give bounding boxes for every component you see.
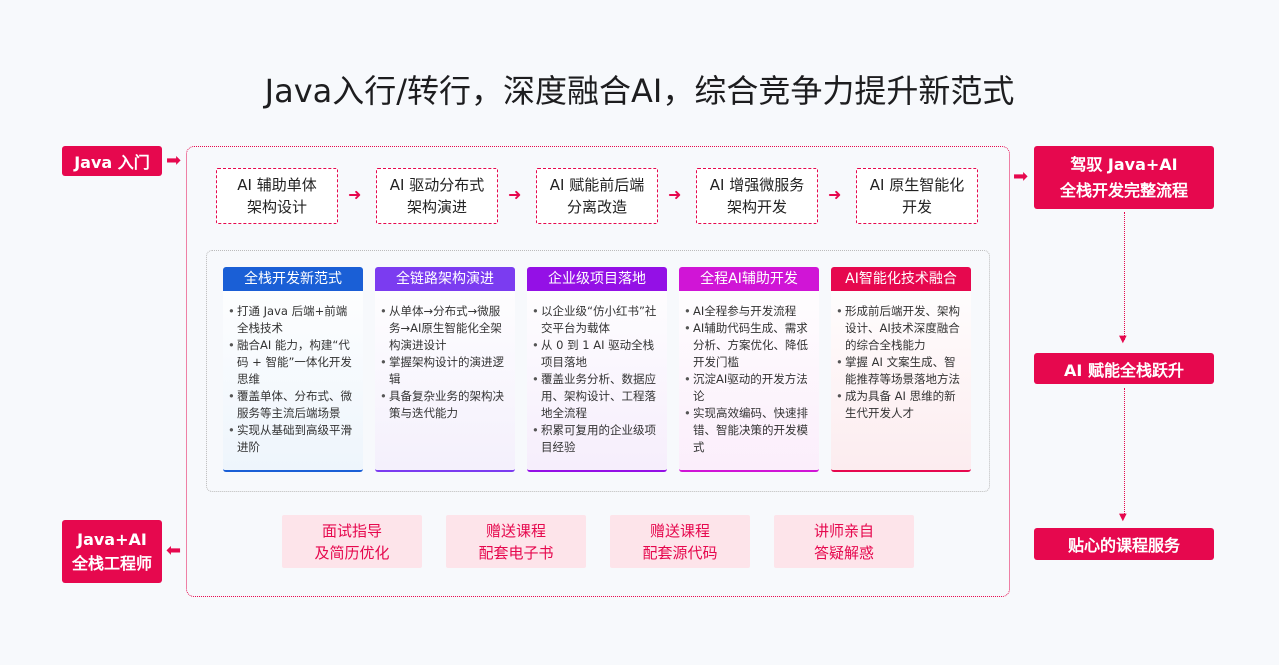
- arrow-right-icon: ➜: [508, 185, 522, 204]
- right-top-label: 驾驭 Java+AI 全栈开发完整流程: [1034, 146, 1214, 209]
- card-item: 实现从基础到高级平滑进阶: [228, 422, 357, 456]
- connector: [1124, 388, 1125, 516]
- connector: [1124, 212, 1125, 340]
- card-item: 积累可复用的企业级项目经验: [532, 422, 661, 456]
- arrow-down-icon: ▼: [1119, 334, 1127, 345]
- card-item: 掌握 AI 文案生成、智能推荐等场景落地方法: [836, 354, 965, 388]
- card-item: 成为具备 AI 思维的新生代开发人才: [836, 388, 965, 422]
- card-title: 全程AI辅助开发: [679, 267, 819, 291]
- feature-card: 全链路架构演进从单体→分布式→微服务→AI原生智能化全架构演进设计掌握架构设计的…: [375, 267, 515, 472]
- card-item: 覆盖业务分析、数据应用、架构设计、工程落地全流程: [532, 371, 661, 422]
- arrow-right-icon: ➜: [668, 185, 682, 204]
- step-box: AI 原生智能化 开发: [856, 168, 978, 224]
- feature-card: 企业级项目落地以企业级“仿小红书”社交平台为载体从 0 到 1 AI 驱动全栈项…: [527, 267, 667, 472]
- arrow-right-icon: ➡: [1013, 166, 1029, 187]
- right-bottom-label: 贴心的课程服务: [1034, 528, 1214, 560]
- right-middle-label: AI 赋能全栈跃升: [1034, 353, 1214, 384]
- card-item: AI全程参与开发流程: [684, 303, 813, 320]
- card-item: 从 0 到 1 AI 驱动全栈项目落地: [532, 337, 661, 371]
- service-box: 赠送课程 配套源代码: [610, 515, 750, 568]
- card-item: 融合AI 能力，构建“代码 + 智能”一体化开发思维: [228, 337, 357, 388]
- end-label: Java+AI 全栈工程师: [62, 520, 162, 583]
- service-box: 赠送课程 配套电子书: [446, 515, 586, 568]
- service-box: 面试指导 及简历优化: [282, 515, 422, 568]
- card-title: 全栈开发新范式: [223, 267, 363, 291]
- arrow-down-icon: ▼: [1119, 512, 1127, 523]
- card-title: 全链路架构演进: [375, 267, 515, 291]
- card-item: 以企业级“仿小红书”社交平台为载体: [532, 303, 661, 337]
- feature-card: AI智能化技术融合形成前后端开发、架构设计、AI技术深度融合的综合全栈能力掌握 …: [831, 267, 971, 472]
- card-item: 覆盖单体、分布式、微服务等主流后端场景: [228, 388, 357, 422]
- step-box: AI 辅助单体 架构设计: [216, 168, 338, 224]
- card-item: 从单体→分布式→微服务→AI原生智能化全架构演进设计: [380, 303, 509, 354]
- arrow-right-icon: ➡: [166, 150, 182, 171]
- feature-card: 全栈开发新范式打通 Java 后端+前端全栈技术融合AI 能力，构建“代码 + …: [223, 267, 363, 472]
- card-title: 企业级项目落地: [527, 267, 667, 291]
- arrow-right-icon: ➜: [348, 185, 362, 204]
- page-title: Java入行/转行，深度融合AI，综合竞争力提升新范式: [264, 72, 1015, 110]
- card-item: 形成前后端开发、架构设计、AI技术深度融合的综合全栈能力: [836, 303, 965, 354]
- arrow-right-icon: ➜: [828, 185, 842, 204]
- step-box: AI 赋能前后端 分离改造: [536, 168, 658, 224]
- card-title: AI智能化技术融合: [831, 267, 971, 291]
- card-item: 具备复杂业务的架构决策与迭代能力: [380, 388, 509, 422]
- card-item: 打通 Java 后端+前端全栈技术: [228, 303, 357, 337]
- card-item: 沉淀AI驱动的开发方法论: [684, 371, 813, 405]
- card-item: 掌握架构设计的演进逻辑: [380, 354, 509, 388]
- outer-frame: [186, 146, 1010, 597]
- inner-frame: [206, 250, 990, 492]
- card-item: 实现高效编码、快速排错、智能决策的开发模式: [684, 405, 813, 456]
- card-item: AI辅助代码生成、需求分析、方案优化、降低开发门槛: [684, 320, 813, 371]
- arrow-left-icon: ⬅: [166, 540, 182, 561]
- start-label: Java 入门: [62, 146, 162, 176]
- feature-card: 全程AI辅助开发 AI全程参与开发流程AI辅助代码生成、需求分析、方案优化、降低开…: [679, 267, 819, 472]
- step-box: AI 增强微服务 架构开发: [696, 168, 818, 224]
- service-box: 讲师亲自 答疑解惑: [774, 515, 914, 568]
- step-box: AI 驱动分布式 架构演进: [376, 168, 498, 224]
